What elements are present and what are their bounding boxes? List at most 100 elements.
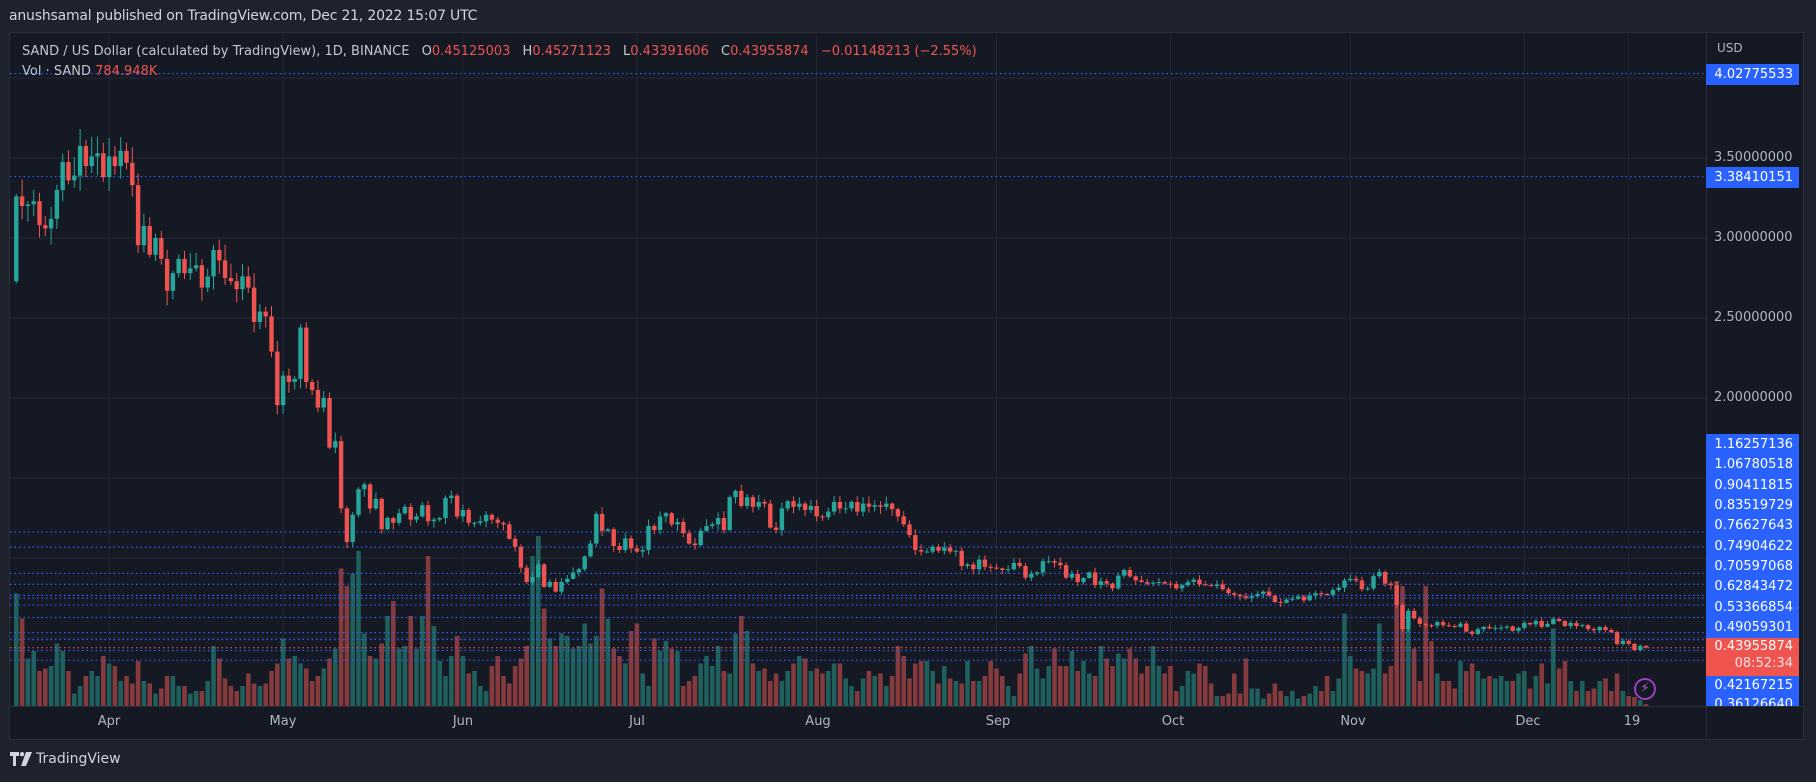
- candle-body: [1568, 622, 1573, 626]
- volume-bar: [1510, 681, 1515, 706]
- open-value: 0.45125003: [431, 44, 511, 59]
- candle-body: [1191, 579, 1196, 582]
- candle-body: [942, 547, 947, 551]
- volume-bar: [269, 671, 274, 706]
- volume-bar: [878, 673, 883, 706]
- volume-bar: [1516, 673, 1521, 706]
- volume-bar: [1626, 696, 1631, 706]
- candle-body: [315, 390, 321, 408]
- volume-bar: [1458, 661, 1463, 706]
- volume-bar: [19, 618, 25, 706]
- lightning-icon[interactable]: ⚡: [1634, 678, 1656, 700]
- candle-body: [547, 582, 553, 587]
- candle-body: [1098, 581, 1104, 586]
- volume-bar: [907, 678, 912, 706]
- volume-bar: [1603, 678, 1608, 706]
- volume-bar: [1568, 681, 1573, 706]
- volume-bar: [1638, 700, 1643, 706]
- volume-bar: [756, 671, 761, 706]
- price-tick: 3.50000000: [1714, 150, 1793, 165]
- currency-label[interactable]: USD: [1717, 41, 1743, 55]
- volume-bar: [257, 686, 263, 706]
- candle-body: [901, 516, 906, 525]
- low-label: L: [623, 44, 631, 59]
- candle-body: [66, 162, 71, 181]
- volume-bar: [1551, 628, 1556, 706]
- candle-body: [25, 204, 31, 206]
- candle-body: [106, 156, 112, 178]
- candle-body: [431, 519, 437, 522]
- volume-bar: [1533, 676, 1539, 706]
- volume-bar: [205, 681, 210, 706]
- candle-body: [402, 506, 408, 514]
- volume-bar: [1000, 676, 1005, 706]
- price-tick: 2.00000000: [1714, 390, 1793, 405]
- volume-bar: [304, 668, 309, 706]
- volume-bar: [657, 651, 663, 706]
- candle-body: [524, 567, 529, 582]
- volume-bar: [176, 686, 181, 706]
- chart-frame[interactable]: [9, 32, 1804, 740]
- candle-body: [1208, 585, 1214, 587]
- candle-body: [1458, 623, 1463, 627]
- candle-body: [1527, 622, 1533, 625]
- volume-bar: [588, 643, 593, 706]
- volume-bar: [1029, 646, 1034, 706]
- volume-bar: [182, 686, 187, 706]
- candle-body: [692, 543, 698, 546]
- volume-bar: [391, 601, 396, 706]
- candle-body: [1510, 626, 1515, 631]
- tradingview-logo[interactable]: TradingView: [10, 751, 121, 767]
- volume-bar: [530, 556, 535, 706]
- volume-bar: [727, 673, 732, 706]
- candle-body: [565, 578, 570, 582]
- candle-body: [1220, 584, 1225, 590]
- volume-bar: [675, 651, 680, 706]
- candle-body: [953, 550, 959, 552]
- candle-body: [1580, 625, 1585, 627]
- candle-body: [512, 538, 518, 547]
- volume-bar: [1324, 676, 1330, 706]
- volume-bar: [1237, 693, 1243, 706]
- volume-bar: [1609, 691, 1614, 706]
- volume-bar: [860, 678, 866, 706]
- volume-bar: [1330, 691, 1336, 706]
- candle-body: [681, 522, 686, 534]
- candle-body: [1562, 621, 1568, 626]
- volume-bar: [338, 568, 344, 706]
- candle-body: [1359, 580, 1365, 590]
- volume-bar: [89, 671, 94, 706]
- candle-body: [1545, 623, 1550, 627]
- candle-body: [1075, 574, 1080, 582]
- candle-body: [617, 546, 622, 550]
- candle-body: [570, 572, 576, 579]
- volume-bar: [309, 681, 315, 706]
- candle-body: [1243, 596, 1249, 598]
- volume-bar: [686, 681, 692, 706]
- volume-bar: [1226, 693, 1231, 706]
- candle-body: [878, 505, 883, 507]
- candle-body: [797, 503, 802, 507]
- volume-bar: [889, 676, 895, 706]
- candle-body: [599, 514, 605, 531]
- candle-body: [135, 185, 141, 246]
- volume-bar: [791, 663, 796, 706]
- candle-body: [843, 508, 848, 510]
- candle-body: [1452, 626, 1457, 627]
- volume-bar: [1179, 686, 1185, 706]
- candle-body: [1290, 598, 1295, 600]
- candle-body: [704, 526, 709, 531]
- level-label: 0.90411815: [1714, 478, 1793, 493]
- volume-bar: [1249, 688, 1254, 706]
- volume-bar: [559, 633, 564, 706]
- candle-body: [1005, 569, 1011, 571]
- symbol-description[interactable]: SAND / US Dollar (calculated by TradingV…: [22, 44, 410, 59]
- candle-body: [449, 495, 454, 498]
- price-tick: 3.00000000: [1714, 230, 1793, 245]
- candle-body: [344, 508, 350, 542]
- volume-bar: [599, 588, 605, 706]
- volume-bar: [1580, 681, 1585, 706]
- volume-bar: [924, 661, 930, 706]
- volume-label[interactable]: Vol · SAND: [22, 64, 91, 79]
